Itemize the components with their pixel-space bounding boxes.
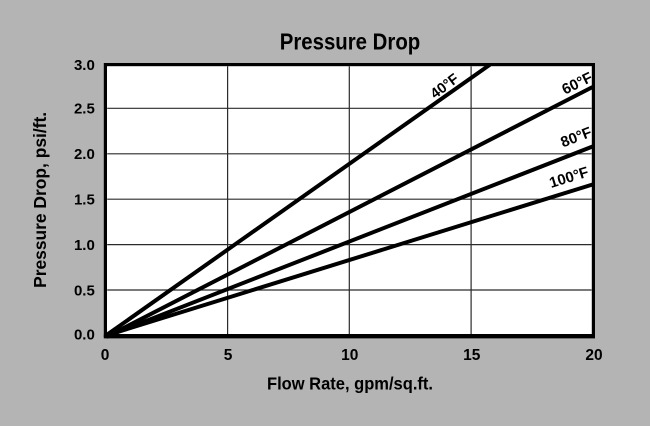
svg-text:Flow Rate, gpm/sq.ft.: Flow Rate, gpm/sq.ft. bbox=[267, 373, 433, 393]
svg-text:Pressure Drop, psi/ft.: Pressure Drop, psi/ft. bbox=[30, 112, 50, 288]
svg-text:1.5: 1.5 bbox=[74, 192, 95, 209]
svg-text:0: 0 bbox=[101, 347, 110, 364]
svg-text:1.0: 1.0 bbox=[74, 237, 95, 254]
svg-text:2.5: 2.5 bbox=[74, 101, 95, 118]
svg-text:15: 15 bbox=[463, 347, 481, 364]
svg-text:20: 20 bbox=[585, 347, 602, 364]
svg-text:0.0: 0.0 bbox=[74, 326, 95, 343]
svg-text:0.5: 0.5 bbox=[74, 282, 95, 299]
svg-text:5: 5 bbox=[224, 347, 233, 364]
svg-text:Pressure Drop: Pressure Drop bbox=[280, 28, 421, 54]
svg-text:3.0: 3.0 bbox=[74, 57, 95, 74]
svg-text:10: 10 bbox=[341, 347, 358, 364]
svg-text:2.0: 2.0 bbox=[74, 146, 95, 163]
